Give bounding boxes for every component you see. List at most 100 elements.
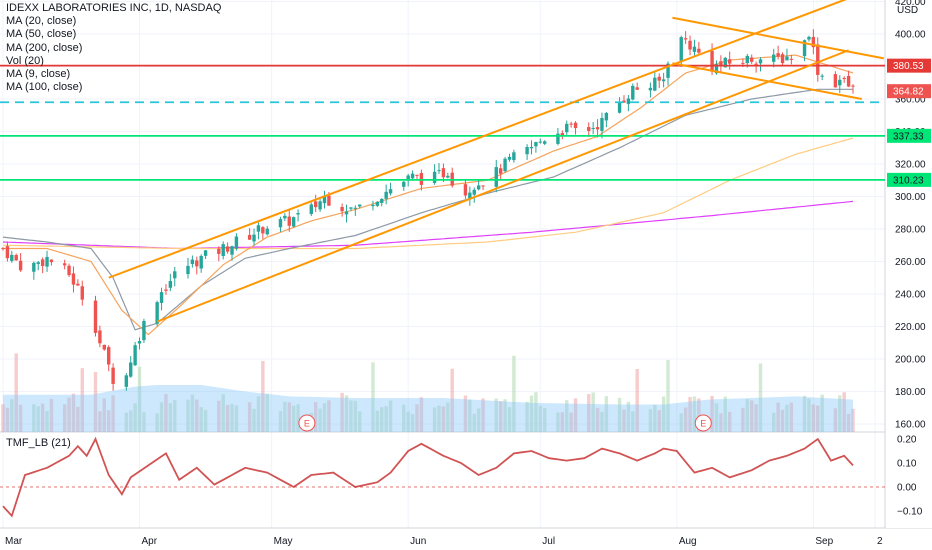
tmf-title[interactable]: TMF_LB (21) — [6, 437, 71, 449]
candle-body — [648, 87, 653, 91]
channel-line — [672, 16, 885, 60]
indicator-ma9[interactable]: MA (9, close) — [6, 68, 71, 81]
currency-label: USD — [897, 5, 918, 16]
candle-body — [419, 173, 424, 185]
volume-bar — [173, 400, 177, 432]
price-tick-label: 420.00 — [895, 0, 926, 8]
indicator-ma200[interactable]: MA (200, close) — [6, 41, 83, 54]
time-tick-label: 2 — [877, 536, 883, 547]
candle-body — [380, 198, 384, 203]
earnings-label: E — [304, 419, 310, 429]
candle-body — [406, 175, 410, 181]
candle-body — [534, 142, 538, 147]
candle-body — [569, 123, 573, 125]
price-badge — [887, 58, 931, 73]
volume-bar — [93, 372, 98, 432]
candle-body — [604, 112, 609, 121]
candle-body — [106, 347, 111, 365]
time-tick-label: Apr — [142, 536, 158, 547]
candle-body — [560, 132, 565, 136]
tmf-line — [2, 436, 854, 518]
price-axis[interactable]: 420.00400.00380.00360.00340.00320.00300.… — [886, 0, 932, 528]
candle-body — [507, 156, 512, 160]
volume-bar — [750, 400, 754, 432]
volume-bar — [371, 362, 375, 432]
volume-bar — [833, 408, 838, 432]
candle-body — [80, 286, 84, 300]
candle-body — [714, 64, 719, 74]
candle-body — [137, 341, 142, 344]
candle-body — [587, 127, 591, 131]
candle-body — [124, 375, 129, 387]
volume-bar — [102, 398, 106, 432]
candle-body — [723, 57, 727, 68]
candle-body — [278, 219, 283, 228]
candle-body — [851, 85, 855, 87]
volume-bar — [560, 412, 565, 432]
candle-body — [538, 141, 543, 143]
volume-bar — [595, 408, 600, 432]
volume-bar — [463, 395, 468, 432]
candle-body — [327, 195, 331, 206]
candle-body — [816, 44, 820, 75]
volume-bar — [688, 397, 692, 432]
volume-bar — [503, 399, 507, 432]
volume-bar — [225, 405, 230, 432]
candle-body — [697, 48, 701, 53]
price-badge-label: 364.82 — [893, 87, 924, 98]
candle-body — [252, 234, 256, 242]
candle-body — [265, 228, 269, 235]
indicator-vol[interactable]: Vol (20) — [6, 54, 44, 67]
time-axis[interactable]: Mar Apr May Jun Jul Aug Sep 2 — [5, 536, 883, 547]
volume-bar — [45, 411, 49, 432]
volume-bar — [340, 392, 344, 432]
candle-body — [98, 330, 102, 344]
candle-body — [661, 79, 666, 82]
volume-bar — [1, 404, 5, 432]
symbol-title[interactable]: IDEXX LABORATORIES INC, 1D, NASDAQ — [6, 2, 222, 14]
candle-body — [785, 56, 789, 61]
price-tick-label: 300.00 — [895, 192, 926, 203]
candle-body — [186, 265, 190, 275]
volume-bar — [529, 395, 534, 432]
volume-bar — [129, 410, 133, 432]
volume-bar — [199, 407, 203, 432]
volume-bar — [32, 404, 36, 432]
candle-body — [234, 236, 239, 249]
candle-body — [1, 248, 5, 250]
candle-body — [437, 170, 441, 172]
candle-body — [525, 146, 529, 155]
candle-body — [93, 300, 98, 333]
indicator-ma20[interactable]: MA (20, close) — [6, 15, 77, 28]
volume-bar — [507, 407, 512, 432]
candle-body — [14, 254, 18, 261]
volume-bar — [758, 363, 763, 432]
candle-body — [142, 320, 146, 341]
candle-body — [402, 181, 406, 187]
volume-bar — [785, 404, 789, 432]
volume-bar — [265, 393, 269, 432]
candle-body — [36, 262, 40, 264]
volume-bar — [159, 402, 164, 432]
candle-body — [776, 53, 780, 57]
candle-body — [221, 244, 225, 257]
volume-bar — [190, 394, 195, 432]
indicator-ma50[interactable]: MA (50, close) — [6, 28, 77, 41]
volume-bar — [626, 401, 631, 432]
volume-bar — [842, 392, 846, 432]
volume-bar — [776, 402, 780, 432]
candle-body — [195, 260, 199, 267]
indicator-ma100[interactable]: MA (100, close) — [6, 81, 83, 94]
volume-bar — [252, 408, 256, 432]
time-tick-label: Jun — [410, 536, 426, 547]
volume-bar — [683, 407, 688, 432]
volume-bar — [481, 398, 485, 432]
candle-body — [309, 204, 313, 215]
volume-bar — [388, 400, 393, 432]
trend-channel-lines — [108, 0, 885, 323]
candle-body — [32, 262, 36, 272]
price-tick-label: 180.00 — [895, 387, 926, 398]
price-tick-label: 260.00 — [895, 257, 926, 268]
candle-body — [631, 85, 635, 100]
